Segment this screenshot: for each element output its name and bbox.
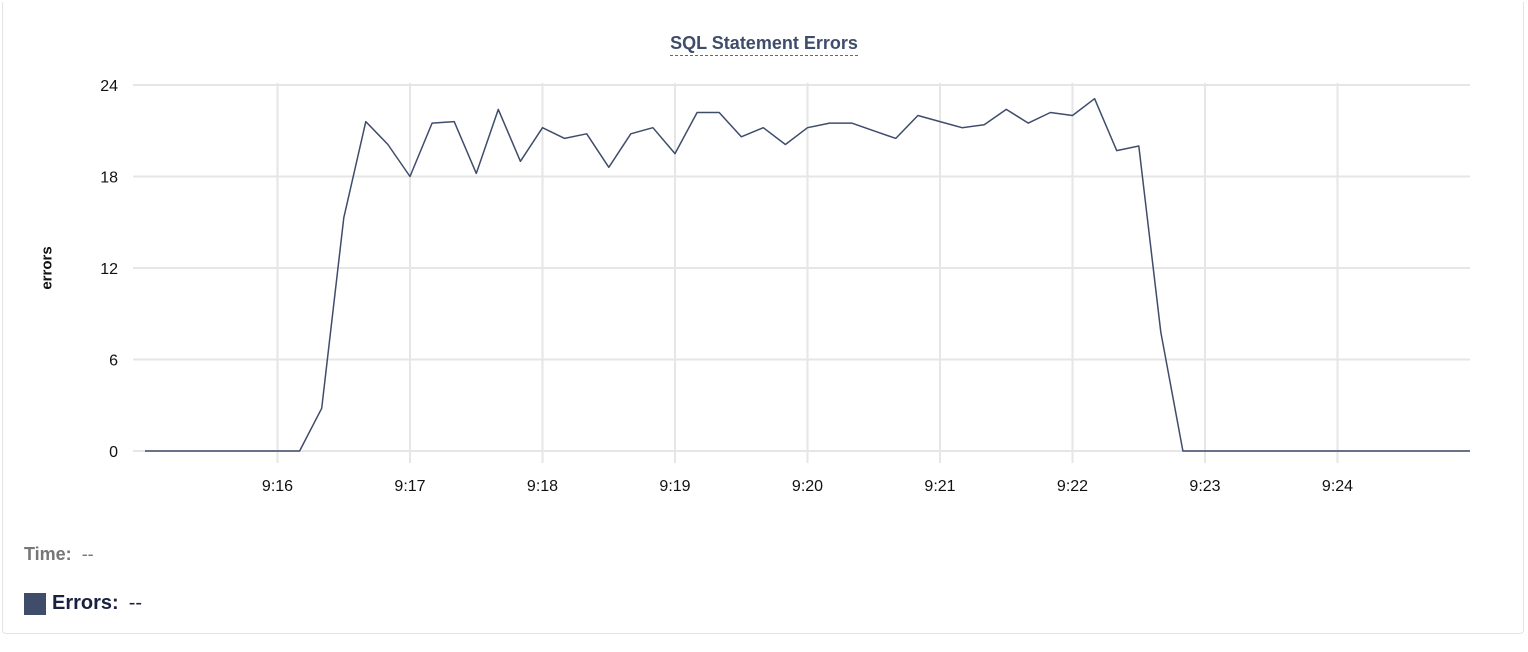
- chart-card: [2, 2, 1524, 634]
- x-tick-label: 9:18: [527, 478, 558, 495]
- y-tick-label: 12: [100, 261, 118, 278]
- y-tick-label: 6: [109, 353, 118, 370]
- x-tick-label: 9:21: [924, 478, 955, 495]
- legend-swatch: [24, 592, 46, 615]
- legend-errors: Errors: --: [24, 592, 142, 615]
- errors-value: --: [128, 592, 143, 614]
- chart-title[interactable]: SQL Statement Errors: [0, 33, 1528, 56]
- series-line-errors: [145, 97, 1470, 452]
- time-value: --: [81, 544, 94, 564]
- x-tick-label: 9:23: [1189, 478, 1220, 495]
- time-label: Time:: [24, 544, 72, 564]
- x-tick-label: 9:22: [1057, 478, 1088, 495]
- x-tick-label: 9:17: [394, 478, 425, 495]
- time-readout: Time: --: [24, 544, 94, 565]
- y-tick-label: 18: [100, 170, 118, 187]
- x-tick-label: 9:16: [262, 478, 293, 495]
- errors-label: Errors:: [52, 592, 119, 614]
- x-tick-label: 9:24: [1322, 478, 1353, 495]
- y-tick-label: 0: [109, 444, 118, 461]
- x-tick-label: 9:20: [792, 478, 823, 495]
- y-tick-label: 24: [100, 78, 118, 95]
- x-tick-label: 9:19: [659, 478, 690, 495]
